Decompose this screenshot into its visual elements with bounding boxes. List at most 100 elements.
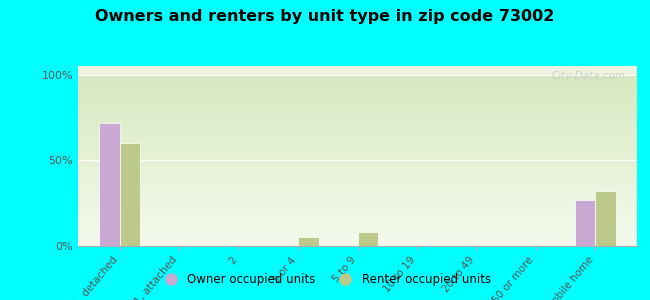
Bar xyxy=(78,222,637,224)
Bar xyxy=(78,147,637,148)
Legend: Owner occupied units, Renter occupied units: Owner occupied units, Renter occupied un… xyxy=(154,269,496,291)
Bar xyxy=(78,241,637,243)
Bar xyxy=(78,95,637,97)
Bar xyxy=(78,198,637,200)
Bar xyxy=(78,220,637,222)
Bar xyxy=(78,172,637,174)
Bar xyxy=(78,159,637,160)
Bar xyxy=(78,169,637,171)
Bar xyxy=(575,200,595,246)
Bar xyxy=(78,93,637,95)
Bar xyxy=(78,186,637,188)
Bar xyxy=(78,99,637,100)
Bar xyxy=(78,117,637,119)
Bar xyxy=(78,177,637,179)
Text: City-Data.com: City-Data.com xyxy=(552,71,626,81)
Bar xyxy=(78,128,637,129)
Bar xyxy=(78,145,637,147)
Bar xyxy=(120,143,140,246)
Bar xyxy=(78,200,637,201)
Bar xyxy=(78,102,637,104)
Bar xyxy=(78,179,637,181)
Bar xyxy=(78,133,637,135)
Bar xyxy=(78,212,637,213)
Bar xyxy=(78,195,637,196)
Bar xyxy=(78,135,637,136)
Bar xyxy=(358,232,378,246)
Bar xyxy=(78,90,637,92)
Bar xyxy=(78,207,637,208)
Bar xyxy=(78,231,637,232)
Bar xyxy=(78,219,637,220)
Bar xyxy=(78,236,637,237)
Bar xyxy=(78,243,637,244)
Bar xyxy=(78,237,637,239)
Bar xyxy=(78,184,637,186)
Bar xyxy=(78,138,637,140)
Bar xyxy=(78,205,637,207)
Bar xyxy=(78,167,637,169)
Bar xyxy=(78,191,637,193)
Bar xyxy=(78,234,637,236)
Bar xyxy=(78,225,637,227)
Bar xyxy=(298,237,319,246)
Bar xyxy=(78,87,637,88)
Bar xyxy=(78,224,637,225)
Bar xyxy=(78,171,637,172)
Bar xyxy=(78,174,637,176)
Bar xyxy=(595,191,616,246)
Bar xyxy=(78,114,637,116)
Bar xyxy=(78,85,637,87)
Bar xyxy=(78,201,637,203)
Bar xyxy=(78,165,637,167)
Bar xyxy=(78,203,637,205)
Bar xyxy=(78,160,637,162)
Bar xyxy=(78,196,637,198)
Bar xyxy=(78,244,637,246)
Bar xyxy=(78,215,637,217)
Bar xyxy=(78,188,637,189)
Bar xyxy=(78,116,637,117)
Bar xyxy=(78,189,637,191)
Bar xyxy=(78,97,637,99)
Bar xyxy=(78,129,637,131)
Bar xyxy=(78,92,637,93)
Text: Owners and renters by unit type in zip code 73002: Owners and renters by unit type in zip c… xyxy=(96,9,554,24)
Bar xyxy=(78,239,637,241)
Bar xyxy=(78,111,637,112)
Bar xyxy=(78,183,637,184)
Bar xyxy=(78,123,637,124)
Bar xyxy=(78,153,637,155)
Bar xyxy=(99,123,120,246)
Bar xyxy=(78,105,637,107)
Bar xyxy=(78,88,637,90)
Bar xyxy=(78,141,637,143)
Bar xyxy=(78,112,637,114)
Bar xyxy=(78,83,637,85)
Bar xyxy=(78,217,637,219)
Bar xyxy=(78,119,637,121)
Bar xyxy=(78,210,637,212)
Bar xyxy=(78,232,637,234)
Bar xyxy=(78,140,637,141)
Bar xyxy=(78,75,637,76)
Bar xyxy=(78,131,637,133)
Bar xyxy=(78,136,637,138)
Bar xyxy=(78,229,637,231)
Bar xyxy=(78,164,637,165)
Bar xyxy=(78,109,637,111)
Bar xyxy=(78,76,637,78)
Bar xyxy=(78,78,637,80)
Bar xyxy=(78,181,637,183)
Bar xyxy=(78,148,637,150)
Bar xyxy=(78,81,637,83)
Bar xyxy=(78,176,637,177)
Bar xyxy=(78,80,637,81)
Bar xyxy=(78,100,637,102)
Bar xyxy=(78,162,637,164)
Bar xyxy=(78,152,637,153)
Bar xyxy=(78,213,637,215)
Bar xyxy=(78,150,637,152)
Bar xyxy=(78,121,637,123)
Bar xyxy=(78,126,637,128)
